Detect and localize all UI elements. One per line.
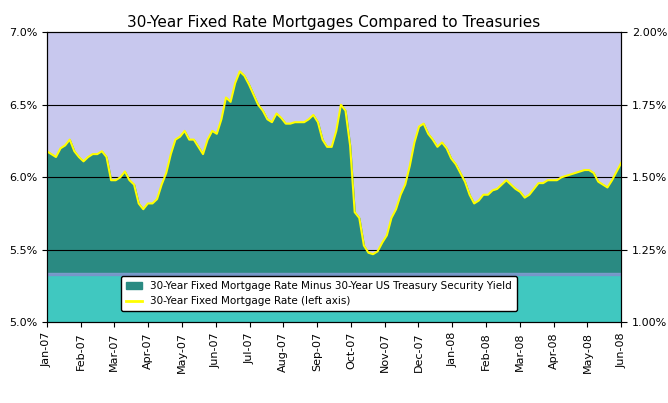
Legend: 30-Year Fixed Mortgage Rate Minus 30-Year US Treasury Security Yield, 30-Year Fi: 30-Year Fixed Mortgage Rate Minus 30-Yea… [121, 276, 517, 312]
Title: 30-Year Fixed Rate Mortgages Compared to Treasuries: 30-Year Fixed Rate Mortgages Compared to… [128, 15, 540, 30]
